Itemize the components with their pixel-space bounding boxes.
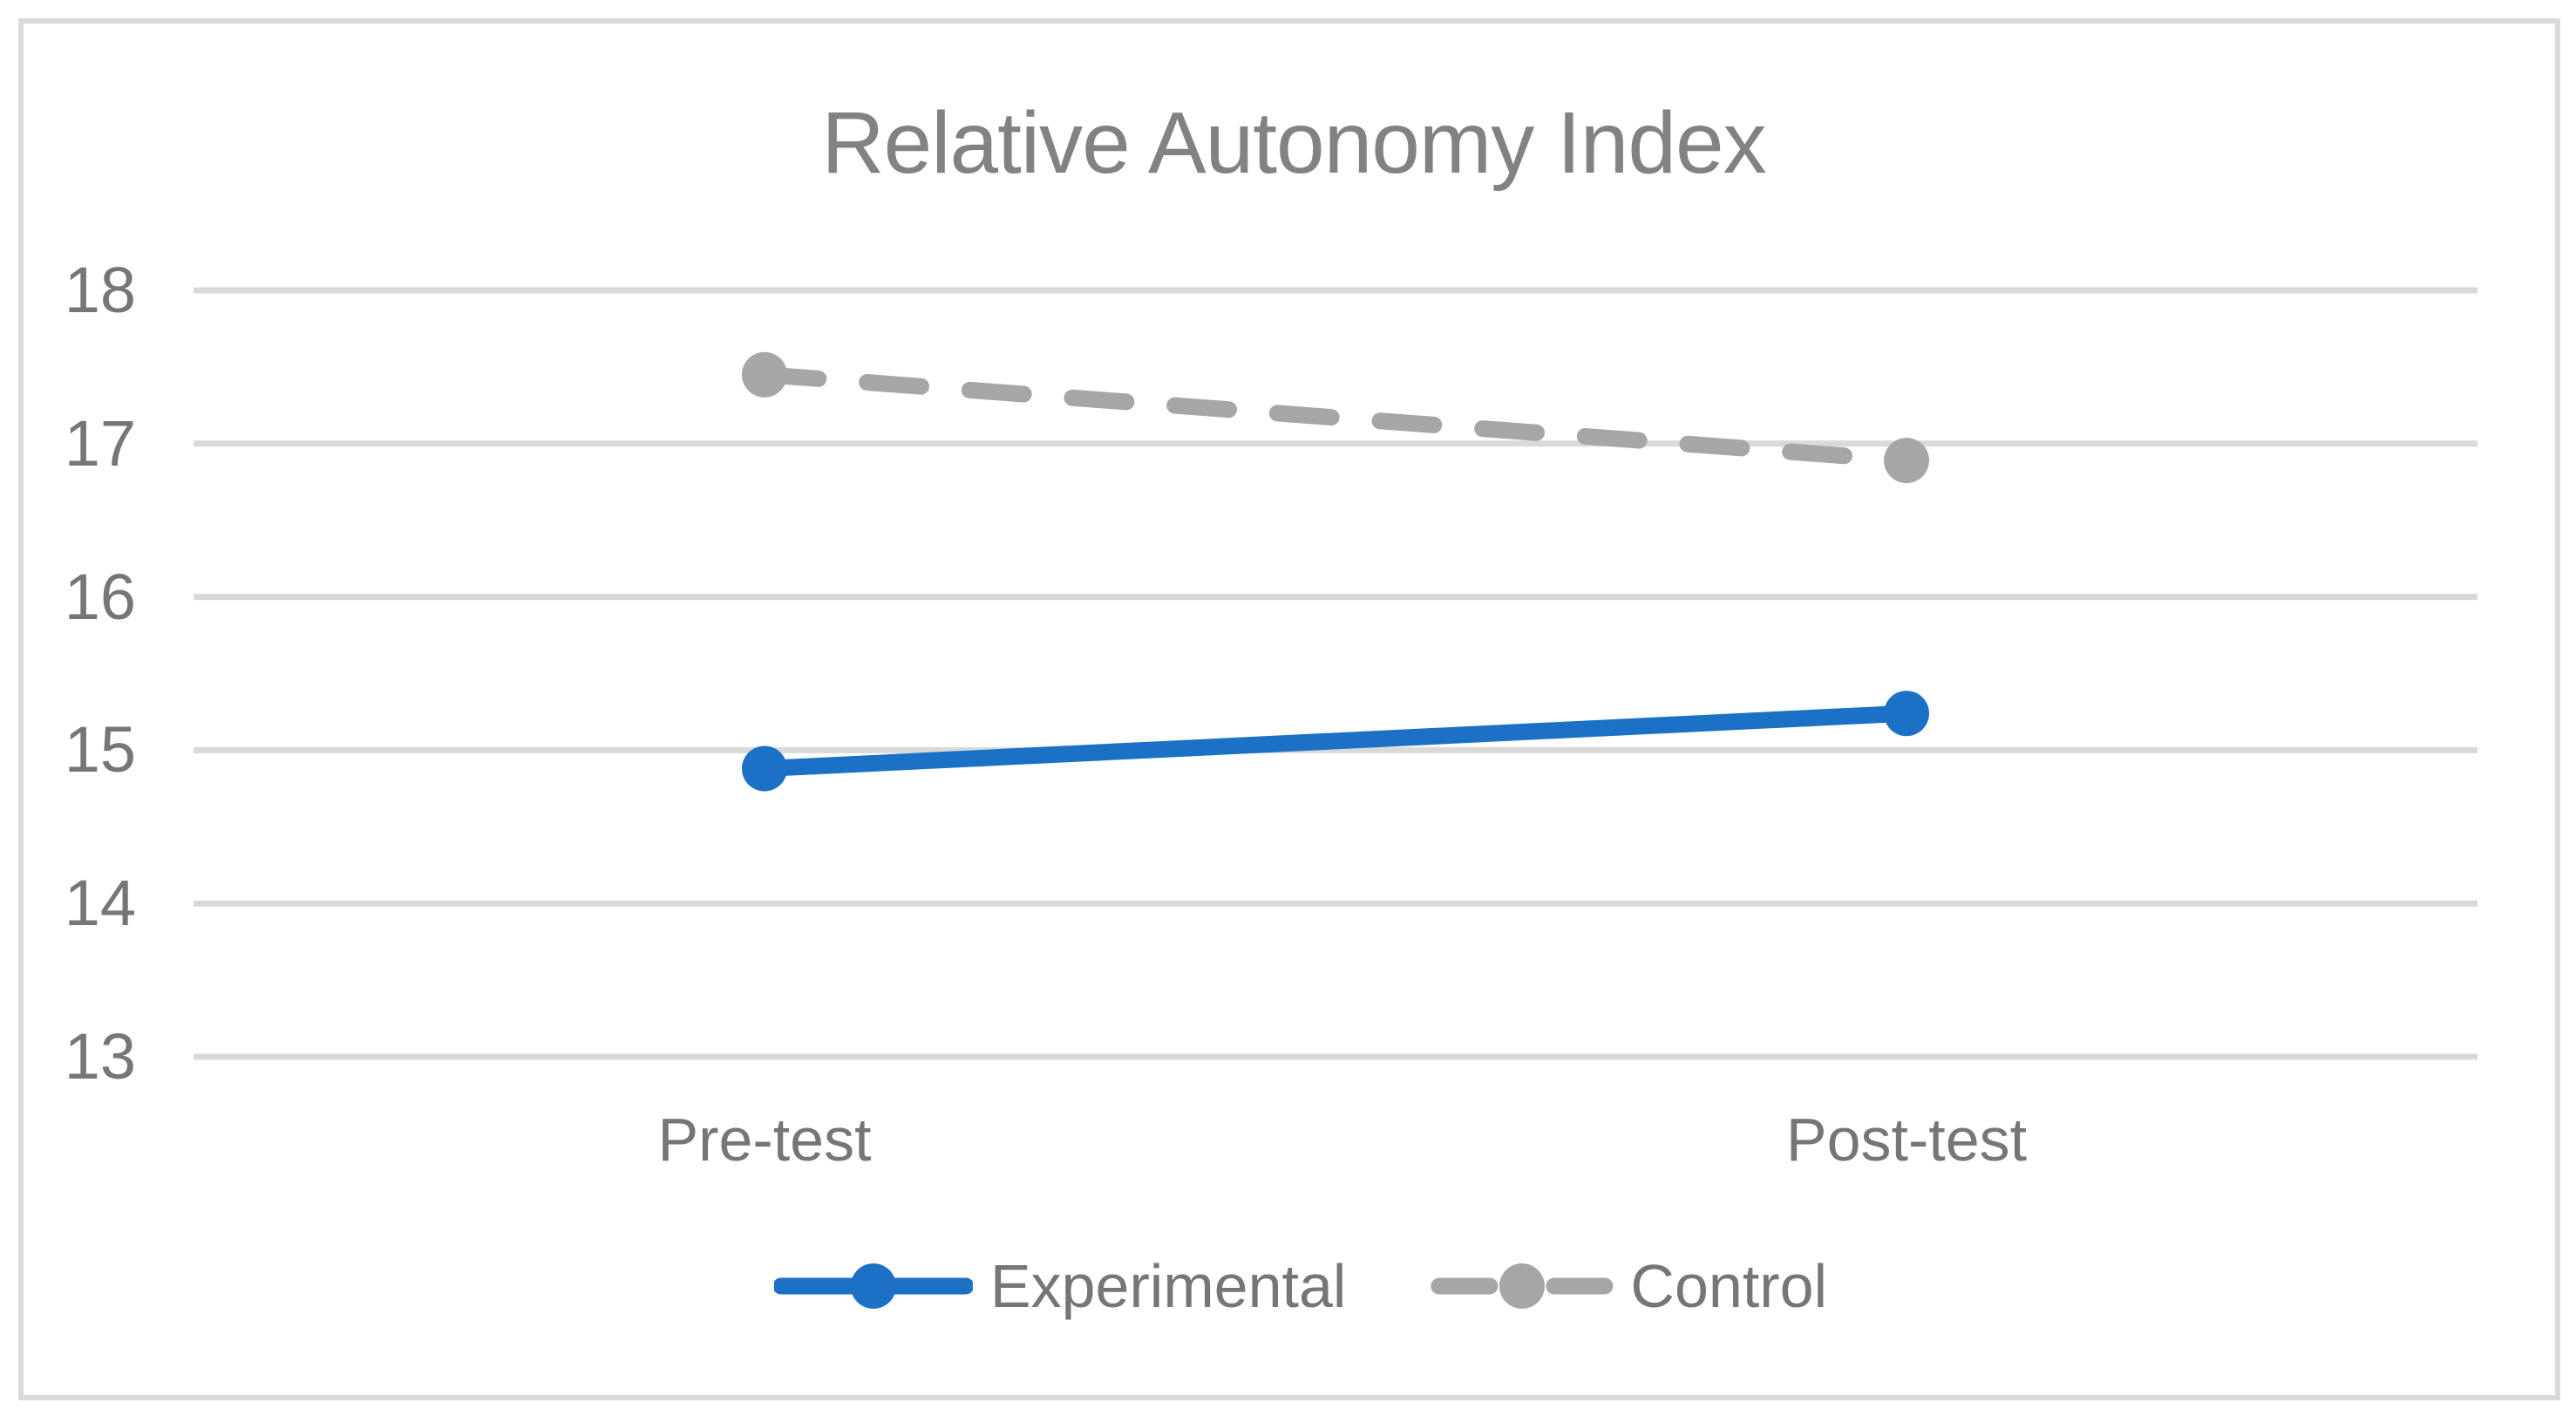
y-tick-label-15: 15 [64, 713, 136, 786]
control-line-marker-icon [1430, 1263, 1613, 1309]
data-point-experimental-post-test [1884, 691, 1929, 737]
legend-item-control: Control [1430, 1256, 1827, 1317]
chart-title: Relative Autonomy Index [821, 94, 1766, 192]
y-tick-label-14: 14 [64, 867, 136, 940]
y-tick-label-18: 18 [64, 254, 136, 326]
chart-border [18, 18, 2560, 1400]
y-tick-label-13: 13 [64, 1020, 136, 1093]
y-tick-label-16: 16 [64, 560, 136, 633]
x-label-post-test: Post-test [1785, 1106, 2028, 1174]
y-tick-label-17: 17 [64, 406, 136, 480]
legend-label-control: Control [1630, 1252, 1828, 1320]
data-point-experimental-pre-test [742, 745, 787, 792]
experimental-line-marker-icon [773, 1263, 973, 1309]
legend-label-experimental: Experimental [989, 1252, 1347, 1320]
series-line-experimental [756, 705, 1915, 777]
series-line-control [756, 366, 1915, 469]
data-point-control-post-test [1884, 438, 1929, 484]
legend: Experimental Control [773, 1252, 1827, 1320]
x-label-pre-test: Pre-test [657, 1106, 872, 1174]
legend-item-experimental: Experimental [773, 1252, 1347, 1320]
data-point-control-pre-test [742, 351, 787, 398]
